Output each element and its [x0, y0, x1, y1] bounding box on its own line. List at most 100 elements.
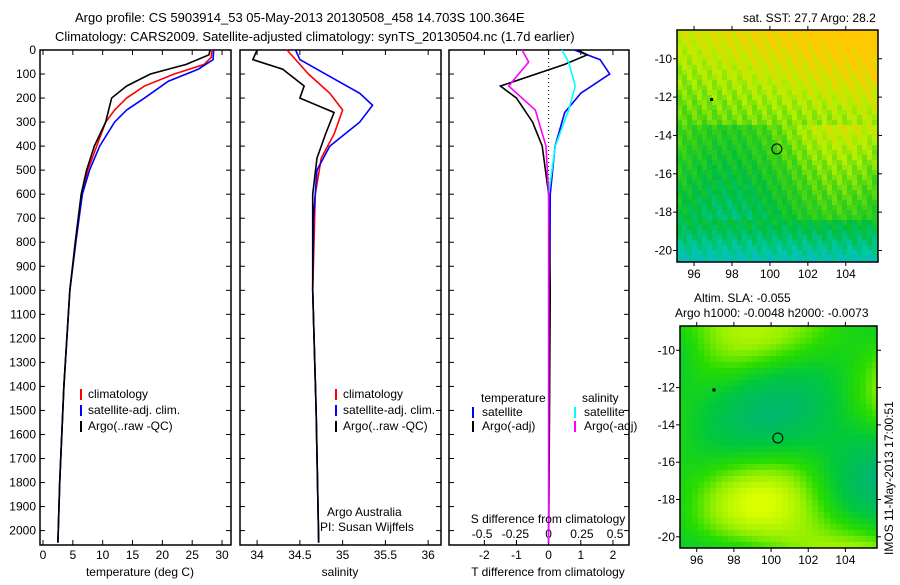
map-cell: [762, 90, 767, 95]
map-cell: [842, 100, 847, 105]
map-cell: [732, 145, 737, 150]
map-cell: [752, 90, 757, 95]
map-cell: [732, 200, 737, 205]
map-cell: [857, 235, 862, 240]
map-cell: [860, 374, 866, 380]
map-cell: [788, 326, 794, 332]
map-cell: [827, 125, 832, 130]
map-cell: [737, 210, 742, 215]
y-tick-label: -12: [655, 90, 673, 104]
map-cell: [686, 326, 692, 332]
map-cell: [806, 428, 812, 434]
map-cell: [732, 100, 737, 105]
map-cell: [806, 362, 812, 368]
map-cell: [747, 255, 752, 260]
map-cell: [742, 135, 747, 140]
map-cell: [857, 190, 862, 195]
map-cell: [687, 185, 692, 190]
map-cell: [782, 235, 787, 240]
map-cell: [782, 518, 788, 524]
map-cell: [770, 404, 776, 410]
map-cell: [682, 120, 687, 125]
map-cell: [732, 240, 737, 245]
map-cell: [728, 374, 734, 380]
map-cell: [842, 240, 847, 245]
map-cell: [682, 185, 687, 190]
map-cell: [710, 326, 716, 332]
map-cell: [787, 55, 792, 60]
map-cell: [710, 500, 716, 506]
map-cell: [764, 530, 770, 536]
map-cell: [872, 30, 877, 35]
map-cell: [837, 215, 842, 220]
map-cell: [772, 240, 777, 245]
map-cell: [740, 530, 746, 536]
map-cell: [728, 326, 734, 332]
map-cell: [742, 190, 747, 195]
map-cell: [832, 30, 837, 35]
map-cell: [680, 362, 686, 368]
map-cell: [680, 356, 686, 362]
map-cell: [842, 80, 847, 85]
map-cell: [807, 125, 812, 130]
map-cell: [854, 428, 860, 434]
map-cell: [682, 80, 687, 85]
map-cell: [852, 225, 857, 230]
map-cell: [830, 452, 836, 458]
map-cell: [732, 125, 737, 130]
map-cell: [686, 440, 692, 446]
map-cell: [802, 145, 807, 150]
map-cell: [740, 488, 746, 494]
map-cell: [847, 255, 852, 260]
map-cell: [732, 255, 737, 260]
map-cell: [734, 536, 740, 542]
map-cell: [797, 120, 802, 125]
map-cell: [727, 175, 732, 180]
map-cell: [692, 55, 697, 60]
map-cell: [797, 250, 802, 255]
map-cell: [776, 500, 782, 506]
map-cell: [860, 512, 866, 518]
map-cell: [872, 488, 877, 494]
map-cell: [854, 494, 860, 500]
legend-swatch-argo: [472, 421, 474, 432]
map-cell: [824, 530, 830, 536]
annotation-argo-australia: Argo Australia: [327, 505, 402, 519]
map-cell: [862, 55, 867, 60]
map-cell: [857, 165, 862, 170]
map-cell: [722, 506, 728, 512]
map-cell: [762, 255, 767, 260]
map-cell: [830, 422, 836, 428]
map-cell: [677, 140, 682, 145]
map-cell: [872, 416, 877, 422]
map-cell: [800, 506, 806, 512]
map-cell: [767, 260, 772, 262]
map-cell: [728, 380, 734, 386]
map-cell: [812, 140, 817, 145]
map-cell: [757, 90, 762, 95]
map-cell: [777, 110, 782, 115]
map-cell: [712, 200, 717, 205]
map-cell: [767, 175, 772, 180]
map-cell: [704, 500, 710, 506]
map-cell: [802, 225, 807, 230]
map-cell: [716, 476, 722, 482]
map-cell: [677, 85, 682, 90]
map-cell: [752, 482, 758, 488]
map-cell: [704, 488, 710, 494]
map-cell: [757, 105, 762, 110]
map-cell: [682, 165, 687, 170]
map-cell: [792, 125, 797, 130]
map-cell: [836, 470, 842, 476]
map-cell: [847, 30, 852, 35]
map-cell: [836, 416, 842, 422]
map-cell: [802, 30, 807, 35]
map-cell: [867, 175, 872, 180]
map-cell: [752, 518, 758, 524]
map-cell: [776, 386, 782, 392]
map-cell: [782, 440, 788, 446]
map-cell: [788, 524, 794, 530]
map-cell: [842, 386, 848, 392]
map-cell: [866, 536, 872, 542]
map-cell: [677, 175, 682, 180]
